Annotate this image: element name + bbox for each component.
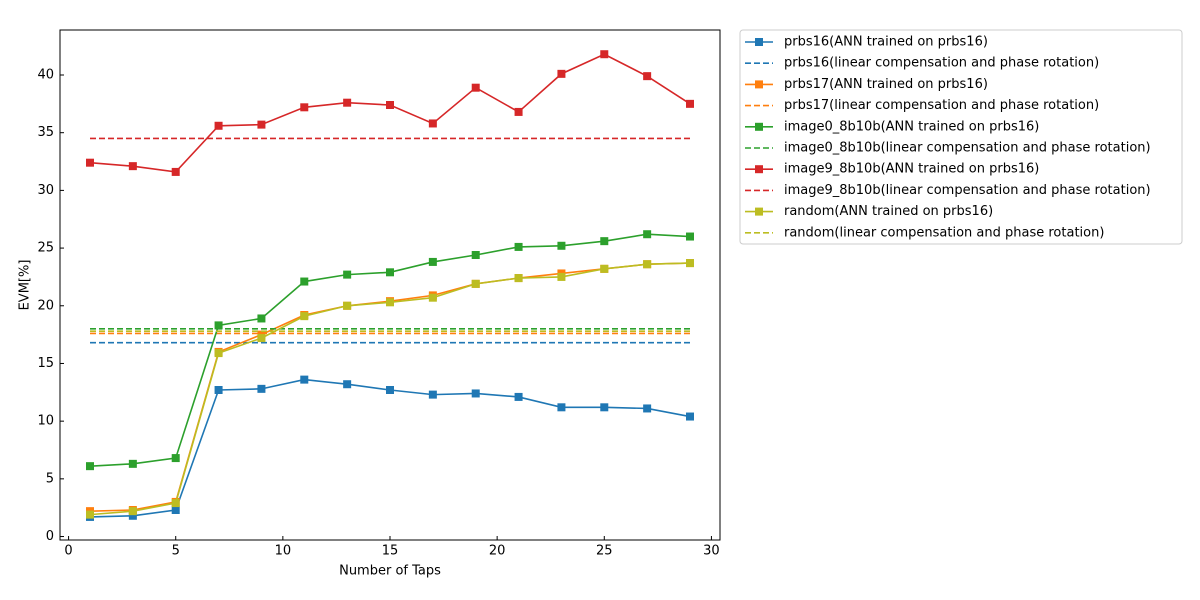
point-marker (428, 293, 437, 302)
y-tick-label: 40 (37, 68, 54, 83)
point-marker (128, 511, 137, 520)
legend-label: prbs16(linear compensation and phase rot… (784, 56, 1099, 71)
point-marker (600, 403, 609, 412)
point-marker (471, 279, 480, 288)
point-marker (428, 390, 437, 399)
point-marker (128, 507, 137, 516)
point-marker (128, 459, 137, 468)
legend-box (739, 29, 1183, 245)
point-marker (386, 298, 394, 307)
point-marker (171, 167, 180, 176)
point-marker (300, 312, 309, 321)
legend-label: random(linear compensation and phase rot… (784, 225, 1104, 240)
legend-label: prbs17(linear compensation and phase rot… (784, 98, 1099, 113)
point-marker (557, 272, 566, 281)
point-marker (557, 69, 566, 78)
point-marker (471, 389, 480, 398)
point-marker (86, 510, 94, 519)
point-marker (600, 264, 609, 273)
point-marker (386, 386, 394, 394)
point-marker (171, 454, 180, 463)
point-marker (386, 101, 394, 109)
point-marker (600, 50, 609, 59)
point-marker (600, 237, 609, 246)
legend-label: image9_8b10b(linear compensation and pha… (784, 183, 1151, 198)
point-marker (86, 158, 94, 167)
y-tick-label: 10 (37, 414, 54, 429)
point-marker (471, 251, 480, 259)
y-tick-label: 15 (37, 356, 54, 371)
point-marker (557, 403, 566, 412)
legend-marker (755, 165, 763, 174)
point-marker (257, 314, 266, 323)
point-marker (514, 274, 523, 283)
point-marker (86, 462, 94, 471)
point-marker (343, 98, 352, 107)
point-marker (257, 334, 266, 343)
legend-label: prbs16(ANN trained on prbs16) (784, 35, 988, 50)
legend-label: image0_8b10b(ANN trained on prbs16) (784, 119, 1039, 134)
x-tick-label: 30 (703, 544, 720, 559)
x-tick-label: 5 (172, 544, 180, 559)
legend-label: prbs17(ANN trained on prbs16) (784, 77, 988, 92)
series-line (89, 378, 691, 518)
legend-label: image9_8b10b(ANN trained on prbs16) (784, 162, 1039, 177)
point-marker (686, 412, 694, 421)
point-marker (300, 277, 309, 286)
legend-label: image0_8b10b(linear compensation and pha… (784, 141, 1151, 156)
legend-marker (755, 80, 763, 89)
point-marker (214, 121, 223, 130)
series-line (89, 53, 691, 173)
point-marker (343, 301, 352, 310)
point-marker (386, 268, 394, 277)
point-marker (514, 392, 523, 401)
legend-marker (755, 207, 763, 216)
point-marker (214, 349, 223, 358)
point-marker (428, 119, 437, 128)
point-marker (300, 375, 309, 384)
point-marker (686, 232, 694, 241)
point-marker (128, 162, 137, 171)
point-marker (557, 241, 566, 250)
point-marker (643, 404, 652, 413)
y-axis-label: EVM[%] (18, 260, 33, 311)
point-marker (643, 260, 652, 269)
x-tick-label: 20 (489, 544, 506, 559)
point-marker (686, 99, 694, 108)
point-marker (343, 270, 352, 279)
point-marker (343, 380, 352, 389)
x-axis-label: Number of Taps (339, 564, 441, 579)
y-tick-label: 0 (46, 529, 54, 544)
point-marker (171, 506, 180, 514)
x-tick-label: 15 (382, 544, 399, 559)
legend-label: random(ANN trained on prbs16) (784, 204, 993, 219)
point-marker (428, 257, 437, 266)
y-tick-label: 25 (37, 241, 54, 256)
y-tick-label: 30 (37, 183, 54, 198)
point-marker (257, 384, 266, 393)
point-marker (686, 259, 694, 268)
point-marker (471, 83, 480, 92)
legend-marker (755, 38, 763, 46)
x-tick-label: 25 (596, 544, 613, 559)
point-marker (214, 386, 223, 394)
y-tick-label: 20 (37, 298, 54, 313)
x-tick-label: 10 (275, 544, 292, 559)
y-tick-label: 35 (37, 125, 54, 140)
point-marker (643, 72, 652, 81)
legend-marker (755, 122, 763, 131)
y-tick-label: 5 (46, 471, 54, 486)
point-marker (214, 321, 223, 330)
x-tick-label: 0 (64, 544, 72, 559)
point-marker (300, 103, 309, 112)
point-marker (514, 242, 523, 251)
point-marker (257, 120, 266, 129)
point-marker (514, 107, 523, 116)
point-marker (643, 230, 652, 239)
point-marker (171, 499, 180, 508)
